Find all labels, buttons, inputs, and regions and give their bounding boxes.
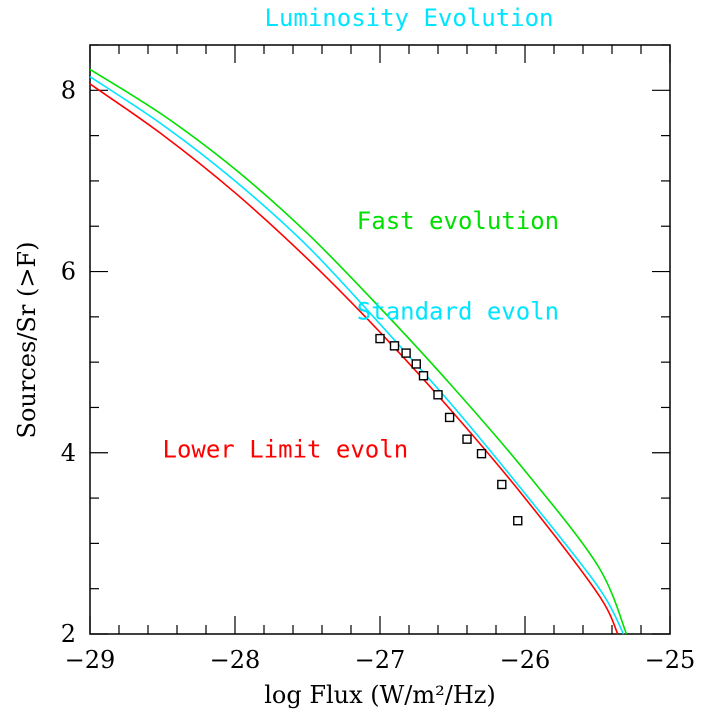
x-tick-label: −29 (65, 646, 116, 674)
y-tick-label: 8 (61, 76, 76, 104)
data-point (497, 479, 507, 490)
y-tick-label: 4 (61, 439, 76, 467)
chart-title: Luminosity Evolution (265, 4, 554, 32)
data-point (418, 371, 429, 381)
y-tick-label: 2 (61, 620, 76, 648)
standard-evoln-curve (89, 76, 625, 635)
data-point (462, 434, 472, 444)
y-axis-label: Sources/Sr (>F) (13, 242, 41, 439)
data-point (433, 390, 443, 400)
x-tick-label: −26 (500, 646, 551, 674)
data-point (476, 448, 487, 459)
fast-evolution-curve (89, 68, 628, 635)
x-tick-label: −27 (355, 646, 406, 674)
annotation-label: Fast evolution (357, 207, 559, 235)
data-point (444, 412, 455, 423)
axis-ticks (89, 44, 671, 635)
data-point (401, 348, 411, 358)
y-tick-label: 6 (61, 258, 76, 286)
lower-limit-evoln-curve (89, 83, 619, 635)
data-point (513, 516, 523, 526)
data-point (389, 341, 400, 351)
data-point (375, 333, 385, 344)
data-point (411, 359, 421, 369)
axis-tick-labels: −29 −28 −27 −26 −25 2 4 6 8 (61, 76, 696, 674)
x-tick-label: −25 (645, 646, 696, 674)
curves (89, 68, 628, 635)
annotation-label: Lower Limit evoln (163, 435, 409, 463)
data-points (375, 333, 523, 526)
x-tick-label: −28 (210, 646, 261, 674)
x-axis-label: log Flux (W/m²/Hz) (264, 681, 496, 709)
annotations: Fast evolution Standard evoln Lower Limit … (163, 207, 560, 463)
annotation-label: Standard evoln (357, 298, 559, 326)
